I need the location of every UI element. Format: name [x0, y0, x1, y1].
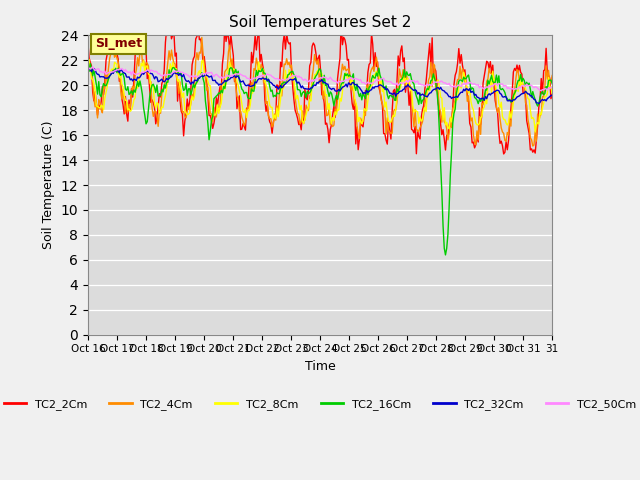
TC2_16Cm — [86, 61, 94, 67]
TC2_16Cm — [324, 88, 332, 94]
TC2_8Cm — [548, 91, 556, 96]
TC2_2Cm — [416, 136, 424, 142]
TC2_8Cm — [85, 56, 93, 62]
TC2_4Cm — [198, 35, 205, 40]
TC2_32Cm — [484, 92, 492, 98]
TC2_2Cm — [548, 91, 556, 97]
TC2_8Cm — [416, 114, 424, 120]
TC2_4Cm — [548, 72, 556, 78]
TC2_32Cm — [115, 68, 122, 74]
TC2_50Cm — [84, 68, 92, 73]
Line: TC2_50Cm: TC2_50Cm — [88, 67, 552, 91]
Text: SI_met: SI_met — [95, 37, 142, 50]
TC2_8Cm — [531, 129, 539, 135]
TC2_8Cm — [115, 75, 123, 81]
TC2_50Cm — [115, 66, 123, 72]
TC2_50Cm — [324, 77, 332, 83]
Title: Soil Temperatures Set 2: Soil Temperatures Set 2 — [229, 15, 411, 30]
TC2_50Cm — [101, 68, 109, 74]
TC2_50Cm — [485, 83, 493, 88]
TC2_2Cm — [547, 96, 555, 102]
TC2_32Cm — [415, 90, 422, 96]
Line: TC2_4Cm: TC2_4Cm — [88, 37, 552, 146]
Line: TC2_16Cm: TC2_16Cm — [88, 64, 552, 255]
TC2_2Cm — [108, 10, 116, 15]
TC2_32Cm — [84, 65, 92, 71]
TC2_50Cm — [548, 84, 556, 90]
TC2_16Cm — [84, 66, 92, 72]
TC2_8Cm — [84, 64, 92, 70]
TC2_4Cm — [100, 84, 108, 90]
TC2_8Cm — [324, 107, 332, 112]
TC2_16Cm — [486, 77, 494, 83]
TC2_32Cm — [535, 101, 543, 107]
Y-axis label: Soil Temperature (C): Soil Temperature (C) — [42, 121, 55, 249]
TC2_50Cm — [538, 88, 545, 94]
TC2_32Cm — [100, 74, 108, 80]
TC2_4Cm — [324, 112, 332, 118]
X-axis label: Time: Time — [305, 360, 335, 373]
Line: TC2_32Cm: TC2_32Cm — [88, 68, 552, 104]
TC2_50Cm — [547, 85, 555, 91]
TC2_16Cm — [115, 70, 123, 75]
Line: TC2_2Cm: TC2_2Cm — [88, 12, 552, 154]
TC2_2Cm — [115, 78, 123, 84]
TC2_50Cm — [416, 81, 424, 86]
TC2_32Cm — [323, 81, 330, 87]
TC2_8Cm — [485, 81, 493, 87]
Line: TC2_8Cm: TC2_8Cm — [88, 59, 552, 132]
TC2_4Cm — [529, 143, 536, 149]
TC2_32Cm — [548, 92, 556, 98]
TC2_2Cm — [485, 66, 493, 72]
TC2_16Cm — [416, 90, 424, 96]
TC2_8Cm — [101, 96, 109, 101]
TC2_8Cm — [547, 84, 555, 90]
TC2_4Cm — [485, 65, 493, 71]
TC2_2Cm — [500, 151, 508, 157]
TC2_16Cm — [547, 77, 555, 83]
TC2_32Cm — [546, 94, 554, 99]
TC2_2Cm — [100, 92, 108, 97]
TC2_16Cm — [442, 252, 449, 258]
TC2_16Cm — [101, 83, 109, 88]
TC2_2Cm — [324, 127, 332, 132]
TC2_16Cm — [548, 81, 556, 86]
TC2_2Cm — [84, 38, 92, 44]
TC2_4Cm — [547, 79, 555, 84]
TC2_50Cm — [89, 64, 97, 70]
TC2_4Cm — [416, 125, 424, 131]
Legend: TC2_2Cm, TC2_4Cm, TC2_8Cm, TC2_16Cm, TC2_32Cm, TC2_50Cm: TC2_2Cm, TC2_4Cm, TC2_8Cm, TC2_16Cm, TC2… — [0, 394, 640, 414]
TC2_4Cm — [84, 59, 92, 64]
TC2_4Cm — [115, 60, 122, 65]
